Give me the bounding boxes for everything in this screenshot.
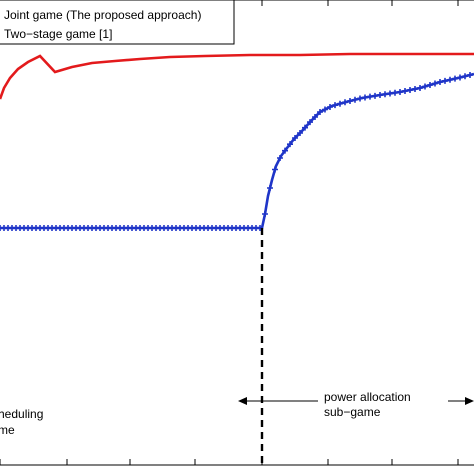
marker-two-stage-72 xyxy=(292,135,298,141)
marker-two-stage-73 xyxy=(297,130,303,136)
annotation-arrow-left-head xyxy=(238,397,247,405)
marker-two-stage-95 xyxy=(407,87,413,93)
marker-two-stage-75 xyxy=(307,119,313,126)
legend-label-two-stage-game: Two−stage game [1] xyxy=(4,27,112,41)
series-markers-two-stage-game xyxy=(0,72,473,231)
marker-two-stage-66 xyxy=(262,211,268,217)
series-line-joint-game xyxy=(0,52,474,100)
marker-two-stage-99 xyxy=(427,82,433,88)
marker-two-stage-103 xyxy=(447,76,453,83)
marker-two-stage-97 xyxy=(417,85,423,91)
annotation-arrow-right-head xyxy=(465,397,474,405)
annotation-power-allocation: power allocation xyxy=(324,390,411,404)
legend-box xyxy=(0,0,235,45)
marker-two-stage-83 xyxy=(347,98,353,104)
marker-two-stage-84 xyxy=(352,96,358,103)
annotation-sub-game: sub−game xyxy=(324,405,381,419)
marker-two-stage-87 xyxy=(367,93,373,100)
marker-two-stage-78 xyxy=(322,106,328,113)
marker-two-stage-68 xyxy=(272,166,278,173)
marker-two-stage-93 xyxy=(397,89,403,95)
marker-two-stage-86 xyxy=(362,94,368,101)
marker-two-stage-74 xyxy=(302,124,308,131)
marker-two-stage-96 xyxy=(412,86,418,92)
marker-two-stage-98 xyxy=(422,83,428,90)
marker-two-stage-79 xyxy=(327,104,333,110)
series-line-two-stage-game xyxy=(0,72,474,230)
marker-two-stage-81 xyxy=(337,100,343,107)
marker-two-stage-76 xyxy=(312,114,318,120)
marker-two-stage-71 xyxy=(287,141,293,148)
marker-two-stage-105 xyxy=(457,74,463,81)
marker-two-stage-69 xyxy=(277,155,283,161)
marker-two-stage-82 xyxy=(342,99,348,106)
marker-two-stage-107 xyxy=(467,72,473,78)
marker-two-stage-77 xyxy=(317,109,323,115)
marker-two-stage-106 xyxy=(462,73,468,80)
legend: Joint game (The proposed approach) Two−s… xyxy=(0,0,235,45)
marker-two-stage-80 xyxy=(332,102,338,109)
marker-two-stage-100 xyxy=(432,80,438,87)
marker-two-stage-85 xyxy=(357,95,363,102)
marker-two-stage-88 xyxy=(372,92,378,99)
annotation-scheduling: heduling xyxy=(0,407,43,421)
marker-two-stage-102 xyxy=(442,77,448,84)
marker-two-stage-67 xyxy=(267,185,273,191)
marker-two-stage-70 xyxy=(282,147,288,154)
legend-label-joint-game: Joint game (The proposed approach) xyxy=(4,8,201,22)
marker-two-stage-94 xyxy=(402,88,408,94)
annotation-scheduling-sub-game: me xyxy=(0,423,15,437)
marker-two-stage-104 xyxy=(452,75,458,82)
marker-two-stage-101 xyxy=(437,79,443,85)
